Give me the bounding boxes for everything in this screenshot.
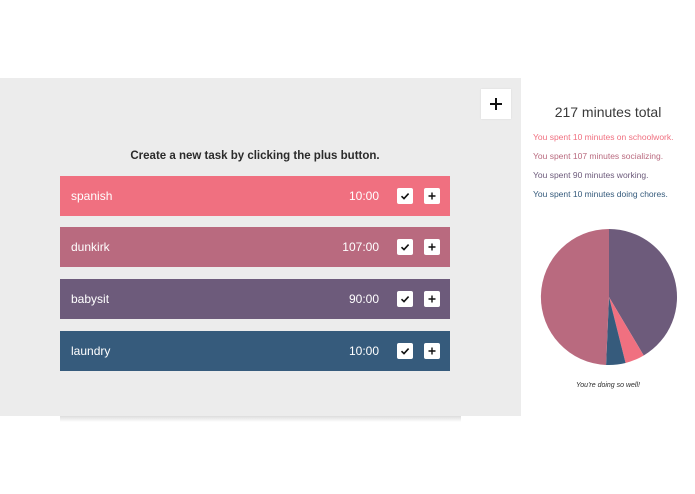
complete-task-button[interactable] [397,239,413,255]
plus-icon [428,243,436,251]
check-icon [400,348,410,355]
summary-line: You spent 90 minutes working. [533,170,649,180]
encouragement-text: You're doing so well! [576,382,640,389]
complete-task-button[interactable] [397,291,413,307]
check-icon [400,244,410,251]
pie-slice-working [609,229,678,356]
task-time: 10:00 [348,189,379,203]
plus-icon [428,192,436,200]
task-row: spanish 10:00 [60,176,450,216]
plus-icon [428,295,436,303]
task-time: 90:00 [348,292,379,306]
task-row: dunkirk 107:00 [60,227,450,267]
pie-slice-schoolwork [609,297,644,363]
task-row: babysit 90:00 [60,279,450,319]
increment-task-button[interactable] [424,291,440,307]
instructions-text: Create a new task by clicking the plus b… [130,150,380,162]
complete-task-button[interactable] [397,188,413,204]
task-name: babysit [71,292,110,306]
plus-icon [490,98,502,110]
pie-slice-chores [606,297,626,366]
plus-icon [428,347,436,355]
increment-task-button[interactable] [424,239,440,255]
summary-line: You spent 10 minutes doing chores. [533,189,668,199]
increment-task-button[interactable] [424,343,440,359]
add-task-button[interactable] [481,89,511,119]
summary-line: You spent 10 minutes on schoolwork. [533,132,674,142]
task-time: 10:00 [348,344,379,358]
task-name: spanish [71,189,113,203]
check-icon [400,296,410,303]
total-minutes: 217 minutes total [554,104,662,120]
check-icon [400,193,410,200]
task-time: 107:00 [342,240,379,254]
pie-slice-socializing [540,228,609,365]
time-pie-chart [540,228,678,366]
task-row: laundry 10:00 [60,331,450,371]
summary-line: You spent 107 minutes socializing. [533,151,664,161]
task-name: laundry [71,344,111,358]
increment-task-button[interactable] [424,188,440,204]
complete-task-button[interactable] [397,343,413,359]
task-name: dunkirk [71,240,110,254]
